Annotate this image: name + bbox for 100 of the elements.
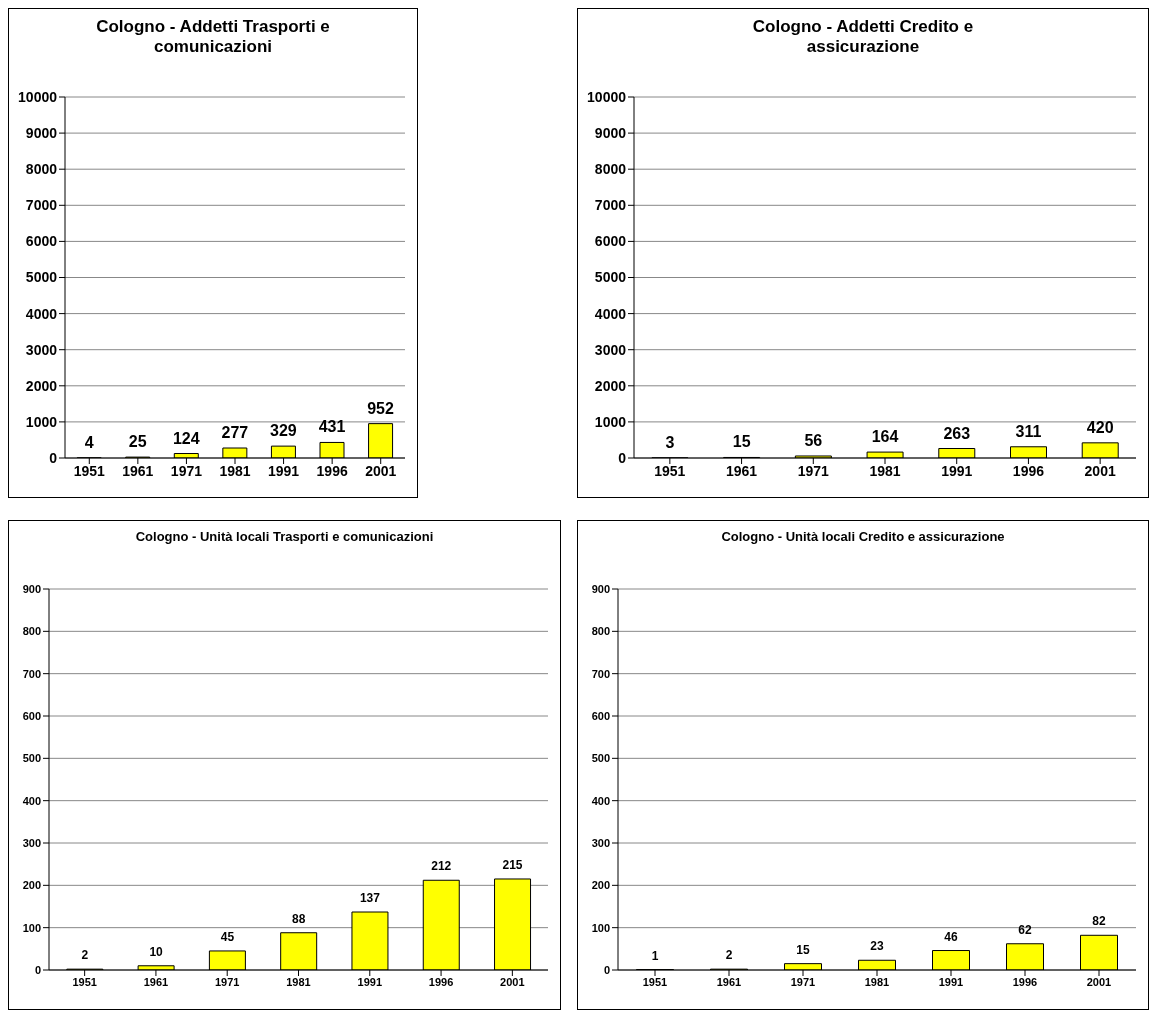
y-tick-label: 5000 xyxy=(594,269,627,286)
x-tick-label: 2001 xyxy=(500,975,525,988)
y-tick-label: 200 xyxy=(22,879,41,892)
data-label: 2 xyxy=(81,948,89,963)
data-label: 25 xyxy=(128,433,147,451)
y-tick-label: 800 xyxy=(591,625,610,638)
data-label: 215 xyxy=(502,857,523,872)
x-tick-label: 1996 xyxy=(428,975,454,988)
x-tick-label: 1996 xyxy=(1012,462,1045,479)
data-label: 952 xyxy=(367,399,395,417)
chart-title: Cologno - Addetti Credito e assicurazione xyxy=(751,17,975,58)
data-label: 164 xyxy=(871,428,899,446)
x-tick-label: 1991 xyxy=(357,975,383,988)
y-tick-label: 0 xyxy=(34,963,41,976)
x-tick-label: 2001 xyxy=(1084,462,1116,479)
y-tick-label: 6000 xyxy=(25,233,58,250)
y-tick-label: 700 xyxy=(22,667,41,680)
data-label: 329 xyxy=(270,422,297,440)
data-label: 3 xyxy=(665,433,675,451)
y-tick-label: 9000 xyxy=(25,125,58,142)
y-tick-label: 300 xyxy=(591,836,610,849)
x-tick-label: 1971 xyxy=(790,975,816,988)
y-tick-label: 2000 xyxy=(594,377,627,394)
data-label: 45 xyxy=(220,929,235,944)
x-tick-label: 1981 xyxy=(864,975,890,988)
data-label: 263 xyxy=(943,424,971,442)
y-tick-label: 9000 xyxy=(594,125,627,142)
y-tick-label: 4000 xyxy=(594,305,627,322)
x-tick-label: 1991 xyxy=(941,462,973,479)
y-tick-label: 7000 xyxy=(25,197,58,214)
data-label: 15 xyxy=(796,942,810,957)
data-label: 2 xyxy=(725,948,733,963)
y-tick-label: 5000 xyxy=(25,269,58,286)
data-label: 46 xyxy=(944,929,958,944)
x-tick-label: 1996 xyxy=(316,462,348,479)
y-tick-label: 8000 xyxy=(594,161,627,178)
y-tick-label: 0 xyxy=(603,963,610,976)
chart-title: Cologno - Addetti Trasporti e comunicazioni xyxy=(95,17,331,58)
y-tick-label: 500 xyxy=(22,752,41,765)
data-label: 1 xyxy=(651,948,659,963)
y-tick-label: 800 xyxy=(22,625,41,638)
y-tick-label: 1000 xyxy=(25,413,58,430)
y-tick-label: 900 xyxy=(22,582,41,595)
data-label: 420 xyxy=(1086,418,1114,436)
x-tick-label: 1961 xyxy=(122,462,154,479)
y-tick-label: 7000 xyxy=(594,197,627,214)
x-tick-label: 1991 xyxy=(267,462,300,479)
x-tick-label: 1951 xyxy=(642,975,668,988)
x-tick-label: 2001 xyxy=(1086,975,1112,988)
data-label: 88 xyxy=(292,911,306,926)
x-tick-label: 1961 xyxy=(716,975,742,988)
y-tick-label: 500 xyxy=(591,752,610,765)
y-tick-label: 400 xyxy=(22,794,41,807)
y-tick-label: 4000 xyxy=(25,305,58,322)
y-tick-label: 2000 xyxy=(25,377,58,394)
data-label: 124 xyxy=(172,429,200,447)
y-tick-label: 10000 xyxy=(18,88,58,105)
x-tick-label: 1961 xyxy=(725,462,758,479)
data-label: 137 xyxy=(359,891,381,905)
data-label: 431 xyxy=(318,418,346,436)
data-label: 311 xyxy=(1015,422,1042,440)
y-tick-label: 600 xyxy=(22,709,41,722)
x-tick-label: 1951 xyxy=(73,462,106,479)
chart-title: Cologno - Unità locali Trasporti e comunicazioni xyxy=(134,529,435,546)
data-label: 10 xyxy=(149,944,164,959)
x-tick-label: 1961 xyxy=(143,975,169,988)
data-label: 62 xyxy=(1018,922,1032,937)
y-tick-label: 400 xyxy=(591,794,610,807)
data-label: 56 xyxy=(804,431,823,449)
x-tick-label: 1971 xyxy=(797,462,830,479)
x-tick-label: 2001 xyxy=(365,462,397,479)
y-tick-label: 100 xyxy=(22,921,41,934)
x-tick-label: 1981 xyxy=(219,462,251,479)
y-tick-label: 600 xyxy=(591,709,610,722)
data-label: 277 xyxy=(221,424,249,441)
y-tick-label: 200 xyxy=(591,879,610,892)
x-tick-label: 1981 xyxy=(869,462,901,479)
data-label: 82 xyxy=(1092,914,1106,929)
data-label: 4 xyxy=(84,433,94,451)
y-tick-label: 300 xyxy=(22,836,41,849)
data-label: 23 xyxy=(870,939,884,954)
x-tick-label: 1971 xyxy=(170,462,203,479)
y-tick-label: 10000 xyxy=(587,88,627,105)
y-tick-label: 100 xyxy=(591,921,610,934)
x-tick-label: 1951 xyxy=(654,462,686,479)
y-tick-label: 0 xyxy=(618,449,627,466)
y-tick-label: 3000 xyxy=(594,341,627,358)
y-tick-label: 3000 xyxy=(25,341,58,358)
y-tick-label: 8000 xyxy=(25,161,58,178)
y-tick-label: 900 xyxy=(591,582,610,595)
x-tick-label: 1951 xyxy=(72,975,97,988)
y-tick-label: 6000 xyxy=(594,233,627,250)
chart-title: Cologno - Unità locali Credito e assicurazione xyxy=(720,529,1006,546)
y-tick-label: 0 xyxy=(49,449,58,466)
x-tick-label: 1991 xyxy=(938,975,964,988)
data-label: 15 xyxy=(732,433,751,451)
x-tick-label: 1996 xyxy=(1012,975,1038,988)
x-tick-label: 1971 xyxy=(214,975,240,988)
y-tick-label: 1000 xyxy=(594,413,627,430)
x-tick-label: 1981 xyxy=(286,975,311,988)
